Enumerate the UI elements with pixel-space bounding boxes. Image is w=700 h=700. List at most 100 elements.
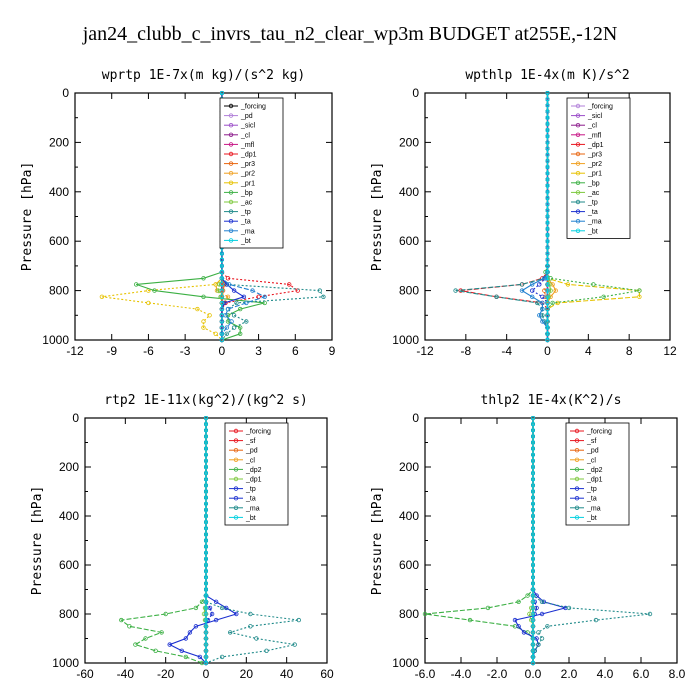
data-point (159, 630, 164, 635)
data-point (531, 514, 535, 518)
data-point (127, 624, 132, 629)
data-point (565, 282, 571, 287)
legend-marker (228, 161, 234, 166)
data-point (204, 452, 208, 457)
legend-marker (233, 486, 239, 491)
data-point (219, 269, 225, 275)
data-point (545, 121, 550, 126)
data-point (248, 611, 253, 617)
legend-marker (574, 515, 580, 520)
data-point (545, 337, 550, 343)
data-point (244, 319, 249, 324)
data-point (219, 319, 225, 324)
data-point (204, 416, 208, 420)
series-line-pr1 (101, 93, 223, 341)
legend-marker (574, 457, 580, 462)
data-point (201, 276, 206, 281)
panel-title: wprtp 1E-7x(m kg)/(s^2 kg) (102, 68, 306, 83)
data-point (219, 306, 225, 312)
data-point (545, 140, 550, 145)
legend-marker (233, 515, 239, 520)
data-point (530, 282, 535, 287)
data-point (531, 507, 535, 512)
data-point (264, 648, 269, 653)
data-point (542, 276, 547, 281)
data-point (203, 636, 209, 641)
panels: wprtp 1E-7x(m kg)/(s^2 kg) Pressure [hPa]… (20, 68, 686, 681)
data-point (204, 428, 208, 433)
data-point (545, 134, 550, 139)
y-tick-label: 400 (59, 509, 79, 523)
data-point (545, 233, 550, 237)
data-point (545, 269, 550, 275)
data-point (219, 276, 225, 281)
data-point (548, 276, 553, 281)
data-point (530, 630, 536, 635)
data-point (218, 294, 223, 299)
x-tick-label: 40 (280, 667, 294, 681)
legend-marker (233, 476, 239, 482)
x-tick-label: -3 (180, 344, 191, 358)
y-tick-label: 0 (72, 411, 79, 425)
legend-marker (575, 113, 581, 118)
data-point (545, 115, 550, 120)
data-point (531, 452, 535, 457)
data-point (153, 648, 158, 653)
data-point (545, 202, 550, 207)
y-tick-label: 200 (59, 460, 79, 474)
x-tick-label: 6 (292, 344, 299, 358)
legend-label: _dp1 (586, 477, 603, 484)
data-point (225, 294, 231, 299)
x-tick-label: -8 (460, 344, 471, 358)
plot-frame (74, 92, 333, 341)
data-point (531, 428, 535, 433)
data-point (593, 617, 599, 623)
legend-label: _bt (587, 228, 598, 235)
data-point (237, 331, 243, 336)
x-tick-label: 4.0 (597, 667, 614, 681)
data-point (143, 636, 148, 641)
data-point (531, 563, 535, 567)
data-point (204, 483, 208, 488)
legend-marker (574, 467, 580, 472)
legend-label: _mfl (587, 132, 602, 139)
x-tick-label: -12 (416, 344, 434, 358)
data-point (204, 544, 208, 549)
data-point (317, 288, 322, 293)
data-point (540, 319, 545, 324)
data-point (566, 605, 572, 611)
data-point (530, 636, 536, 641)
legend-marker (575, 161, 581, 166)
data-point (219, 654, 225, 660)
x-tick-label: 2.0 (561, 667, 578, 681)
data-point (183, 636, 188, 641)
data-point (512, 617, 518, 623)
data-point (296, 617, 301, 623)
data-point (197, 654, 203, 660)
data-point (321, 294, 326, 299)
legend-marker (574, 448, 580, 453)
legend-marker (233, 438, 239, 443)
data-point (219, 288, 225, 293)
data-point (204, 550, 208, 555)
data-point (545, 325, 550, 330)
data-point (119, 617, 124, 623)
y-tick-label: 200 (399, 135, 419, 149)
data-point (204, 532, 208, 537)
legend-label: _ta (240, 219, 251, 226)
data-point (535, 300, 540, 306)
data-point (204, 587, 208, 592)
legend-marker (228, 170, 234, 176)
legend-label: _dp2 (245, 467, 262, 474)
legend-label: _ac (587, 190, 600, 197)
data-point (530, 611, 536, 617)
data-point (201, 319, 206, 324)
data-point (545, 226, 550, 231)
legend-marker (228, 180, 234, 185)
data-point (553, 288, 558, 293)
data-point (531, 422, 535, 427)
data-point (545, 146, 550, 151)
data-point (187, 630, 193, 635)
data-point (537, 282, 542, 287)
legend-marker (228, 113, 234, 118)
